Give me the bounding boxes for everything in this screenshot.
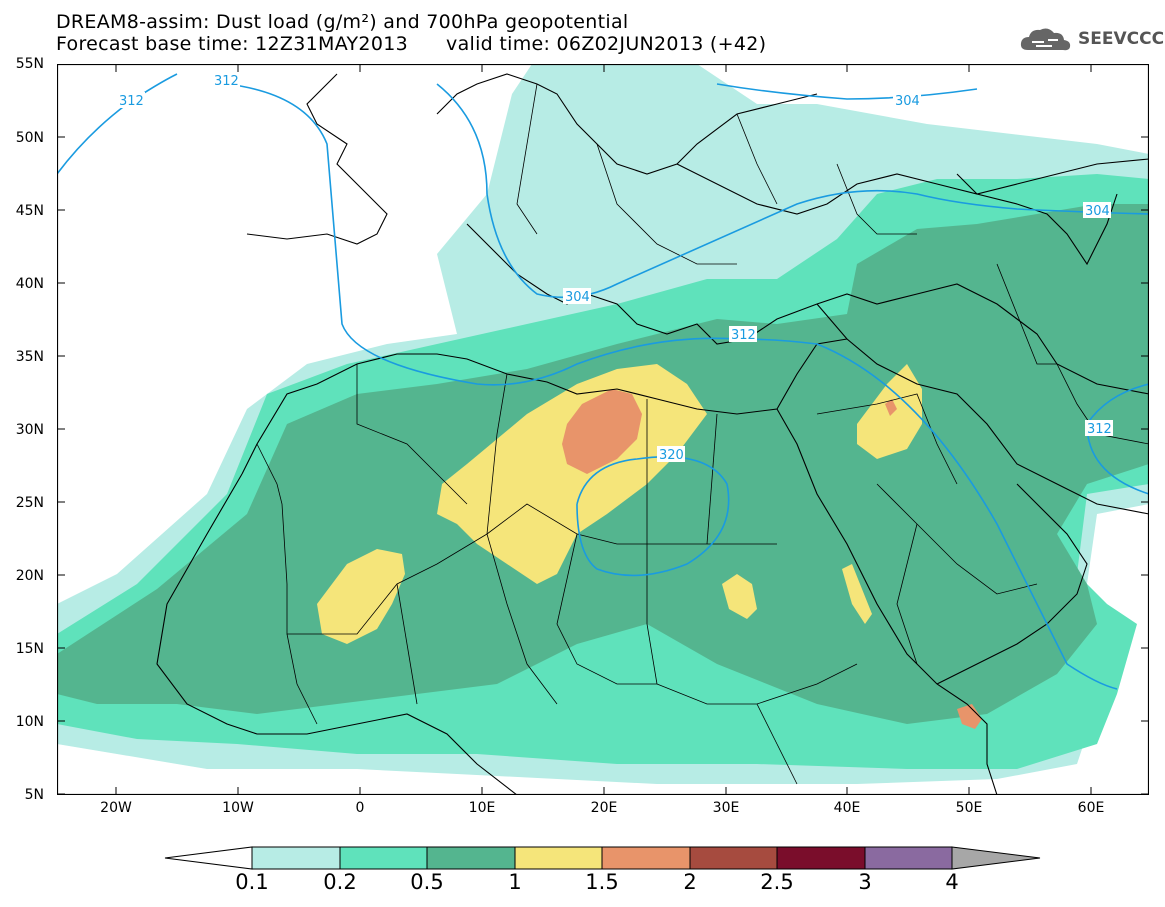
coastlines (156, 73, 1149, 795)
dust-band-1.5 (562, 389, 642, 474)
lon-label: 0 (355, 800, 365, 816)
contour-label: 312 (731, 328, 756, 343)
lon-label: 60E (1077, 800, 1105, 816)
dust-load-map: 312 312 304 304 304 312 320 312 (56, 63, 1150, 796)
lat-label: 45N (15, 203, 44, 219)
dust-band-1.5-arabia (885, 399, 897, 416)
seevccc-logo: SEEVCCC (1018, 24, 1164, 54)
colorbar-label: 0.1 (235, 870, 269, 894)
contour-label: 304 (1085, 204, 1110, 219)
map-title: DREAM8-assim: Dust load (g/m²) and 700hP… (56, 11, 629, 33)
contour-label: 312 (1087, 422, 1112, 437)
lat-label: 20N (15, 568, 44, 584)
colorbar-label: 0.5 (410, 870, 444, 894)
colorbar-swatch (776, 846, 866, 870)
contour-label: 304 (565, 290, 590, 305)
lat-label: 55N (15, 56, 44, 72)
dust-band-1.5-somalia (957, 704, 982, 729)
contour-label: 312 (119, 94, 144, 109)
lat-label: 5N (24, 787, 44, 803)
base-time: Forecast base time: 12Z31MAY2013 (56, 33, 408, 55)
map-subtitle: Forecast base time: 12Z31MAY2013 valid t… (56, 34, 766, 54)
dust-band-1-west (317, 549, 405, 644)
lon-label: 10E (468, 800, 496, 816)
valid-time: valid time: 06Z02JUN2013 (+42) (446, 33, 767, 55)
colorbar-label: 2.5 (760, 870, 794, 894)
map-frame (56, 63, 1150, 796)
colorbar-swatch (689, 846, 778, 870)
lat-label: 35N (15, 349, 44, 365)
lon-label: 40E (833, 800, 861, 816)
country-borders (256, 83, 1149, 785)
contour-label: 304 (895, 94, 920, 109)
logo-text: SEEVCCC (1078, 29, 1165, 49)
colorbar-swatch (251, 846, 341, 870)
colorbar-swatch (601, 846, 691, 870)
cloud-icon (1020, 28, 1071, 51)
colorbar-min-arrow (164, 846, 253, 870)
lat-label: 10N (15, 714, 44, 730)
colorbar-label: 0.2 (323, 870, 357, 894)
colorbar-swatch (864, 846, 953, 870)
contour-labels: 312 312 304 304 304 312 320 312 (117, 72, 1113, 463)
colorbar-label: 3 (858, 870, 872, 894)
colorbar-label: 1 (508, 870, 522, 894)
colorbar-label: 4 (945, 870, 959, 894)
lat-label: 25N (15, 495, 44, 511)
colorbar-swatch (514, 846, 603, 870)
lat-label: 50N (15, 130, 44, 146)
lat-label: 40N (15, 276, 44, 292)
colorbar-swatch (426, 846, 516, 870)
dust-band-1-sudan (722, 574, 757, 619)
dust-band-1-yemen (842, 564, 872, 624)
colorbar-swatch (339, 846, 428, 870)
contour-label: 312 (214, 74, 239, 89)
colorbar-label: 2 (683, 870, 697, 894)
contour-label: 320 (659, 448, 684, 463)
lon-label: 20W (100, 800, 132, 816)
lon-label: 50E (955, 800, 983, 816)
colorbar (164, 846, 1041, 870)
colorbar-label: 1.5 (585, 870, 619, 894)
colorbar-max-arrow (951, 846, 1041, 870)
lat-label: 15N (15, 641, 44, 657)
map-panel: 312 312 304 304 304 312 320 312 (56, 63, 1150, 796)
axis-ticks (57, 64, 1149, 795)
lon-label: 20E (590, 800, 618, 816)
lat-label: 30N (15, 422, 44, 438)
lon-label: 10W (222, 800, 254, 816)
lon-label: 30E (712, 800, 740, 816)
